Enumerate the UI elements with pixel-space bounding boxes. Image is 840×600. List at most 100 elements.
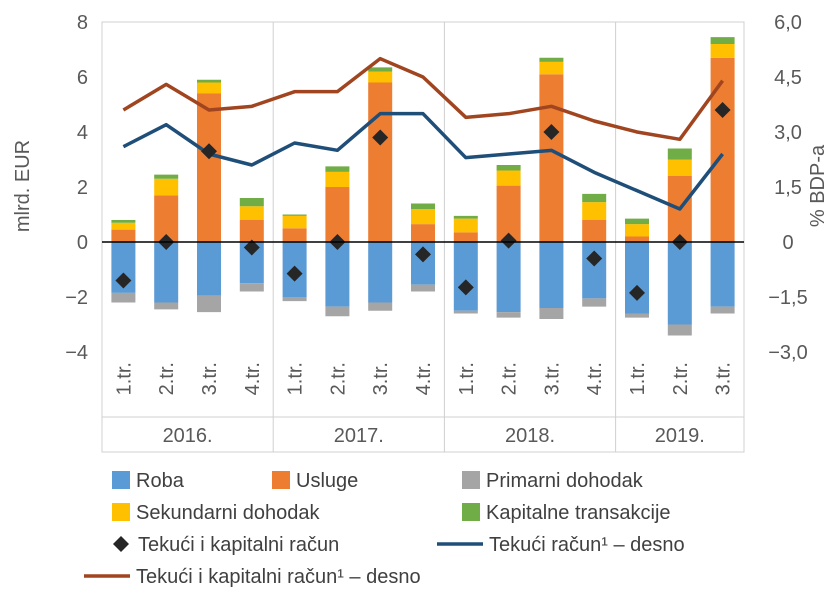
- y-axis-right-title: % BDP-a: [807, 144, 829, 227]
- legend-swatch-primarni-dohodak: [462, 471, 480, 489]
- bar-sekundarni-dohodak-4: [239, 206, 264, 220]
- marker-diamond-7: [372, 129, 389, 146]
- legend-swatch-usluge: [272, 471, 290, 489]
- legend-swatch-sekundarni-dohodak: [112, 503, 130, 521]
- bar-sekundarni-dohodak-11: [539, 61, 564, 75]
- bar-sekundarni-dohodak-9: [453, 218, 478, 233]
- legend-label-teku-i-i-kapitalni-ra-un: Tekući i kapitalni račun: [138, 534, 339, 556]
- bar-kapitalne-transakcije-2: [154, 174, 179, 179]
- x-tick-label-quarter: 2.tr.: [670, 362, 692, 395]
- marker-diamond-4: [243, 239, 260, 256]
- legend-label-primarni-dohodak: Primarni dohodak: [486, 470, 644, 492]
- x-tick-label-quarter: 3.tr.: [713, 362, 735, 395]
- bar-kapitalne-transakcije-7: [368, 67, 393, 72]
- y-left-tick-label: 8: [77, 12, 88, 34]
- bar-usluge-15: [710, 57, 735, 242]
- bar-primarni-dohodak-3: [197, 295, 221, 313]
- bar-primarni-dohodak-12: [582, 298, 607, 307]
- y-left-tick-label: −2: [65, 287, 88, 309]
- bar-kapitalne-transakcije-6: [325, 166, 350, 172]
- bar-usluge-9: [453, 232, 478, 242]
- bar-usluge-1: [111, 229, 136, 242]
- x-tick-label-quarter: 1.tr.: [456, 362, 478, 395]
- bar-roba-15: [710, 242, 735, 307]
- legend-label-roba: Roba: [136, 470, 185, 492]
- bar-sekundarni-dohodak-8: [411, 209, 435, 225]
- marker-diamond-11: [543, 124, 560, 140]
- bar-kapitalne-transakcije-15: [710, 37, 735, 44]
- bar-kapitalne-transakcije-5: [282, 214, 307, 216]
- plot-border: [101, 21, 745, 453]
- bar-usluge-12: [582, 220, 607, 242]
- bar-roba-2: [154, 242, 179, 303]
- y-left-tick-label: 6: [77, 67, 88, 89]
- line-teku-i-i-kapitalni-ra-un-desno: [122, 56, 725, 142]
- bar-usluge-13: [625, 236, 649, 242]
- axes-layer: 8 6 4 2 0 −2 −4 6,0 4,5 3,0 1,5 0 −1,5 −3,0 1.tr. 2.tr.…: [65, 12, 808, 447]
- bar-primarni-dohodak-4: [239, 283, 264, 292]
- bar-primarni-dohodak-1: [111, 292, 136, 303]
- line-layer: [122, 56, 725, 211]
- y-left-tick-label: −4: [65, 342, 88, 364]
- bar-kapitalne-transakcije-13: [625, 218, 649, 225]
- bar-primarni-dohodak-7: [368, 302, 393, 311]
- x-year-label: 2017.: [334, 425, 384, 447]
- legend-label-usluge: Usluge: [296, 470, 358, 492]
- x-tick-label-quarter: 3.tr.: [541, 362, 563, 395]
- bar-sekundarni-dohodak-6: [325, 171, 350, 187]
- x-year-label: 2019.: [655, 425, 705, 447]
- bar-kapitalne-transakcije-10: [496, 165, 521, 171]
- x-year-label: 2016.: [163, 425, 213, 447]
- bar-primarni-dohodak-10: [496, 312, 521, 318]
- marker-diamond-5: [286, 265, 303, 282]
- bar-kapitalne-transakcije-4: [239, 198, 264, 207]
- legend-label-sekundarni-dohodak: Sekundarni dohodak: [136, 502, 320, 524]
- y-right-tick-label: 1,5: [774, 177, 802, 199]
- bar-roba-4: [239, 242, 264, 284]
- bar-roba-12: [582, 242, 607, 299]
- bar-roba-9: [453, 242, 478, 311]
- bar-roba-14: [667, 242, 692, 325]
- y-right-tick-label: 3,0: [774, 122, 802, 144]
- y-right-tick-label: 4,5: [774, 67, 802, 89]
- x-tick-label-quarter: 2.tr.: [499, 362, 521, 395]
- bar-usluge-11: [539, 74, 564, 242]
- bar-kapitalne-transakcije-11: [539, 57, 564, 62]
- legend-swatch-teku-i-i-kapitalni-ra-un: [113, 536, 129, 552]
- plot-frame: [101, 21, 745, 453]
- bar-kapitalne-transakcije-14: [667, 148, 692, 160]
- bar-kapitalne-transakcije-9: [453, 215, 478, 219]
- y-left-tick-label: 2: [77, 177, 88, 199]
- bar-primarni-dohodak-14: [667, 324, 692, 336]
- x-tick-label-quarter: 1.tr.: [627, 362, 649, 395]
- bar-kapitalne-transakcije-3: [197, 79, 221, 83]
- marker-diamond-13: [629, 284, 645, 301]
- bar-primarni-dohodak-6: [325, 306, 350, 317]
- bar-layer: [111, 37, 735, 336]
- bar-sekundarni-dohodak-2: [154, 178, 179, 196]
- bar-sekundarni-dohodak-3: [197, 82, 221, 94]
- x-tick-label-quarter: 3.tr.: [370, 362, 392, 395]
- bar-sekundarni-dohodak-7: [368, 71, 393, 83]
- bar-usluge-4: [239, 220, 264, 242]
- bar-roba-7: [368, 242, 393, 303]
- y-left-tick-label: 4: [77, 122, 88, 144]
- bar-primarni-dohodak-2: [154, 302, 179, 310]
- marker-diamond-1: [115, 272, 132, 289]
- marker-diamond-9: [457, 279, 474, 296]
- bar-sekundarni-dohodak-12: [582, 202, 607, 220]
- x-tick-label-quarter: 4.tr.: [242, 362, 264, 395]
- bar-sekundarni-dohodak-15: [710, 44, 735, 58]
- y-left-tick-label: 0: [77, 232, 88, 254]
- bar-sekundarni-dohodak-1: [111, 222, 136, 230]
- legend-label-teku-i-i-kapitalni-ra-un-desno: Tekući i kapitalni račun¹ – desno: [136, 566, 421, 588]
- bar-primarni-dohodak-15: [710, 306, 735, 314]
- y-axis-left-title: mlrd. EUR: [12, 140, 34, 232]
- bar-roba-6: [325, 242, 350, 307]
- bar-usluge-7: [368, 82, 393, 242]
- x-tick-label-quarter: 1.tr.: [113, 362, 135, 395]
- bar-sekundarni-dohodak-13: [625, 224, 649, 237]
- legend-label-kapitalne-transakcije: Kapitalne transakcije: [486, 502, 671, 524]
- marker-diamond-15: [714, 102, 731, 118]
